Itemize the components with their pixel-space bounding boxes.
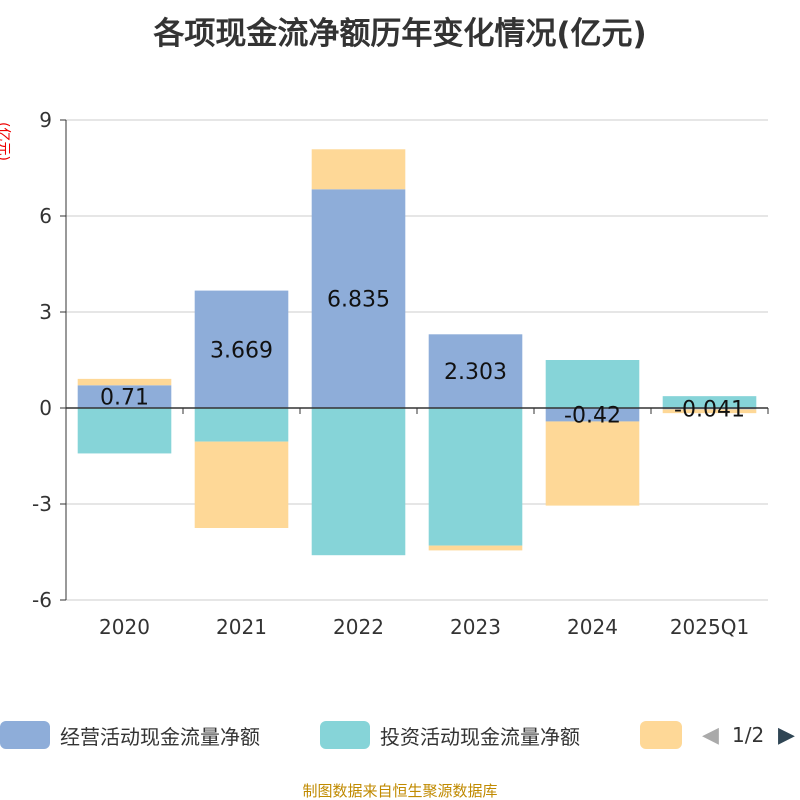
bar-2 (428, 545, 523, 551)
x-tick-label: 2024 (567, 615, 618, 639)
legend-item-investing[interactable]: 投资活动现金流量净额 (320, 718, 580, 752)
legend-swatch (0, 721, 50, 749)
legend: 经营活动现金流量净额 投资活动现金流量净额 ◀ 1/2 ▶ (0, 718, 800, 752)
bar-1 (545, 360, 640, 408)
bar-0 (77, 385, 172, 408)
x-tick-label: 2021 (216, 615, 267, 639)
bar-0 (545, 408, 640, 422)
bar-2 (311, 149, 406, 190)
x-tick-label: 2022 (333, 615, 384, 639)
bar-1 (662, 396, 757, 408)
bar-2 (194, 441, 289, 528)
y-tick-label: 0 (39, 396, 52, 420)
y-tick-label: 9 (39, 108, 52, 132)
data-label: 3.669 (210, 338, 273, 363)
legend-prev-icon[interactable]: ◀ (702, 722, 719, 748)
y-tick-label: 3 (39, 300, 52, 324)
plot-area: -6 -3 0 3 6 9 2020 2021 2022 2023 2024 2025Q1 0.71 3.… (32, 108, 769, 639)
x-tick-label: 2025Q1 (670, 615, 749, 639)
data-label: 6.835 (327, 288, 390, 313)
bar-2 (662, 409, 757, 414)
y-tick-label: -6 (32, 588, 52, 612)
y-tick-label: 6 (39, 204, 52, 228)
bar-1 (194, 408, 289, 442)
legend-next-icon[interactable]: ▶ (778, 722, 795, 748)
bar-1 (311, 408, 406, 556)
legend-page: 1/2 (732, 723, 765, 747)
bar-2 (77, 378, 172, 386)
y-tick-label: -3 (32, 492, 52, 516)
data-label: 2.303 (444, 360, 507, 385)
bar-1 (77, 408, 172, 454)
data-label: 0.71 (100, 386, 149, 411)
data-label: -0.42 (564, 404, 621, 429)
chart-title: 各项现金流净额历年变化情况(亿元) (153, 16, 647, 52)
bar-0 (428, 334, 523, 408)
source-note: 制图数据来自恒生聚源数据库 (302, 782, 498, 800)
bar-1 (428, 408, 523, 546)
x-tick-label: 2023 (450, 615, 501, 639)
legend-swatch (320, 721, 370, 749)
x-tick-label: 2020 (99, 615, 150, 639)
data-label: -0.041 (674, 398, 745, 423)
bar-2 (545, 421, 640, 506)
legend-swatch (640, 721, 682, 749)
legend-label: 经营活动现金流量净额 (60, 724, 260, 749)
legend-label: 投资活动现金流量净额 (380, 724, 580, 749)
legend-item-operating[interactable]: 经营活动现金流量净额 (0, 718, 260, 752)
bar-0 (194, 290, 289, 408)
legend-item-financing[interactable] (640, 718, 692, 752)
bar-0 (311, 189, 406, 408)
